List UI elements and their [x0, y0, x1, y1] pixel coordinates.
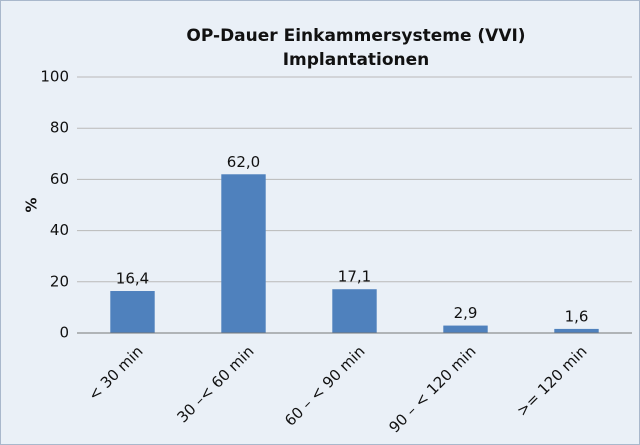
y-axis-label: %: [23, 197, 41, 212]
y-tick-label: 100: [40, 68, 69, 86]
bar: [554, 328, 599, 333]
value-label: 1,6: [565, 307, 589, 325]
value-label: 16,4: [116, 270, 149, 288]
y-tick-label: 20: [50, 272, 69, 290]
bar: [332, 289, 377, 333]
value-label: 2,9: [454, 304, 478, 322]
bar: [443, 325, 488, 333]
chart-subtitle: Implantationen: [283, 50, 430, 70]
chart-title: OP-Dauer Einkammersysteme (VVI): [186, 26, 525, 46]
y-tick-label: 80: [50, 119, 69, 137]
value-label: 62,0: [227, 153, 260, 171]
bar: [110, 291, 155, 333]
y-tick-label: 0: [59, 324, 69, 342]
value-label: 17,1: [338, 268, 371, 286]
y-tick-label: 60: [50, 170, 69, 188]
bar: [221, 174, 266, 333]
y-tick-label: 40: [50, 221, 69, 239]
